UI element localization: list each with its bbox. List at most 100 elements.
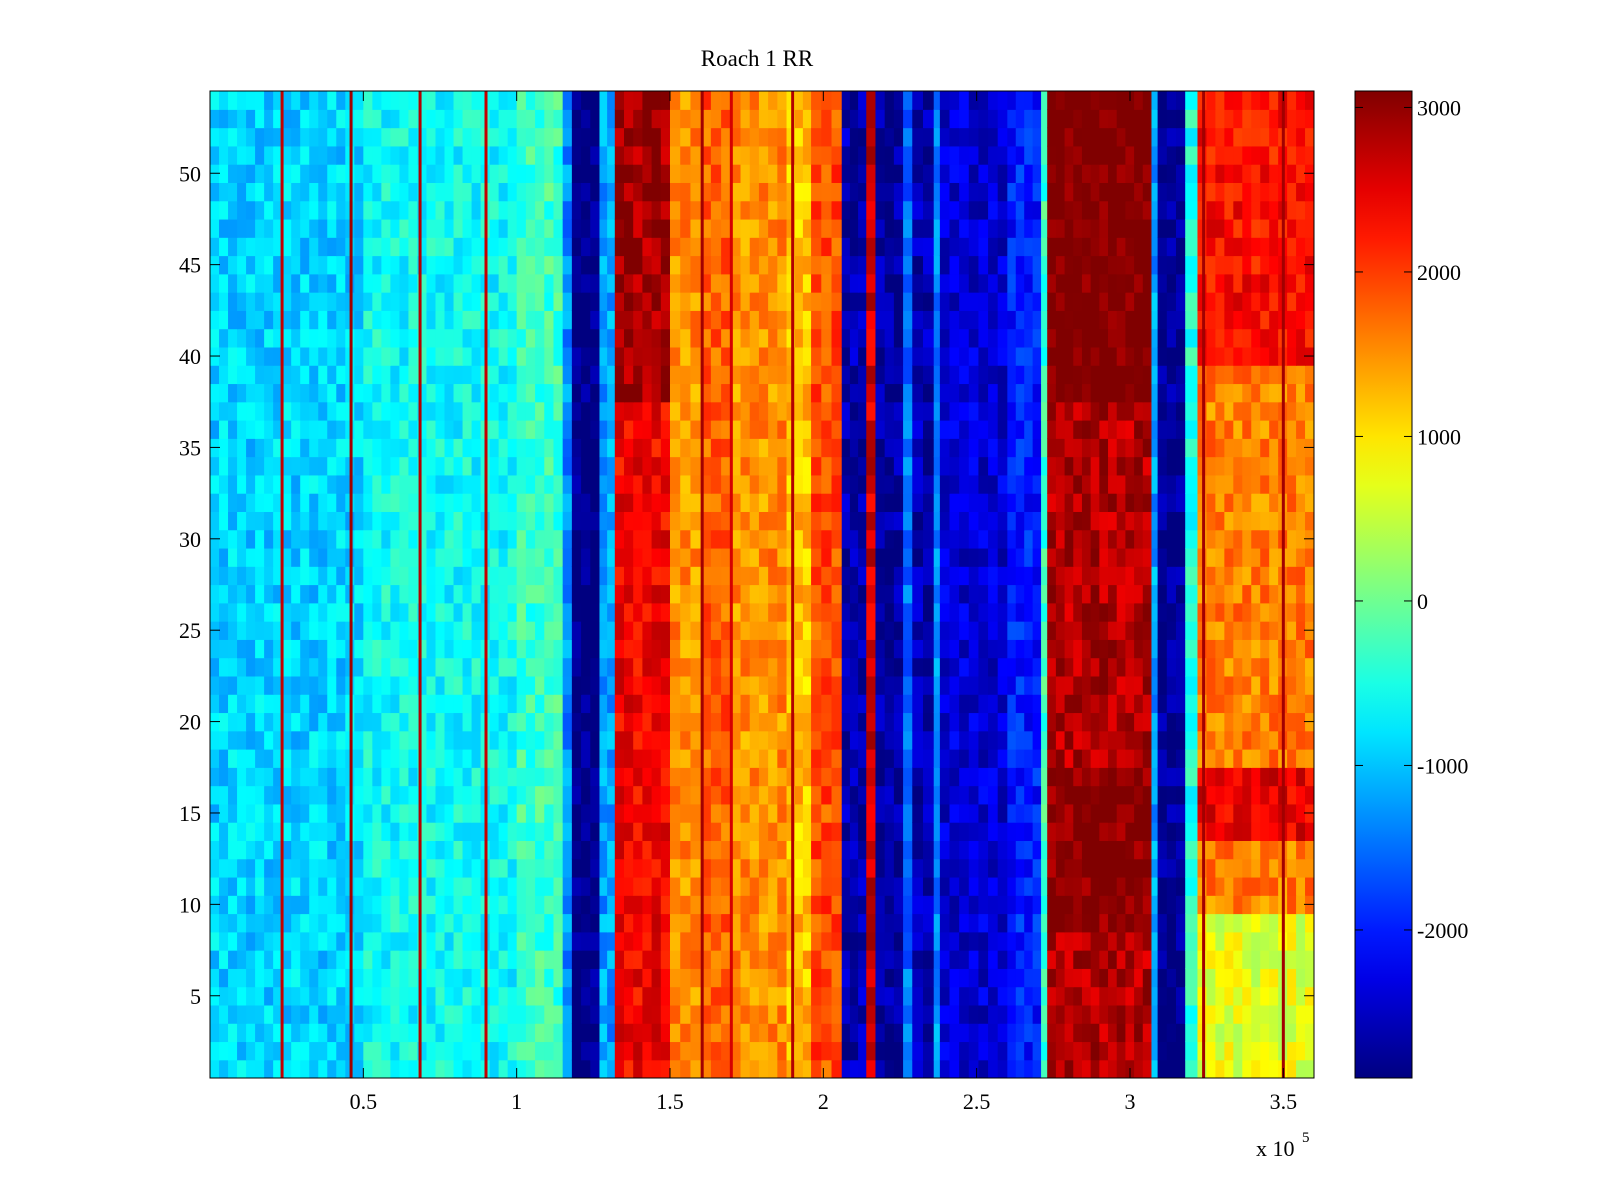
heatmap-cell (246, 749, 256, 768)
heatmap-cell (794, 694, 804, 714)
heatmap-cell (858, 803, 867, 823)
heatmap-cell (607, 127, 616, 147)
heatmap-cell (768, 529, 778, 549)
heatmap-cell (399, 255, 410, 275)
heatmap-cell (507, 639, 518, 659)
heatmap-cell (363, 474, 373, 494)
heatmap-cell (1024, 1004, 1034, 1024)
heatmap-cell (978, 127, 989, 147)
heatmap-cell (858, 383, 867, 403)
heatmap-cell (1024, 328, 1034, 348)
heatmap-cell (777, 1059, 788, 1078)
heatmap-cell (858, 931, 867, 951)
heatmap-cell (363, 694, 373, 714)
heatmap-cell (228, 858, 238, 878)
heatmap-cell (731, 145, 742, 165)
heatmap-cell (1041, 931, 1048, 951)
heatmap-cell (875, 621, 886, 640)
heatmap-cell (309, 1041, 319, 1061)
heatmap-cell (571, 456, 582, 476)
heatmap-cell (811, 986, 822, 1006)
heatmap-cell (462, 749, 473, 768)
heatmap-cell (327, 365, 337, 385)
heatmap-cell (884, 1023, 895, 1043)
heatmap-cell (978, 694, 989, 714)
heatmap-cell (590, 621, 601, 640)
heatmap-cell (336, 474, 346, 494)
heatmap-cell (489, 1004, 500, 1024)
heatmap-cell (327, 931, 337, 951)
heatmap-cell (590, 913, 601, 933)
heatmap-cell (777, 858, 788, 878)
heatmap-cell (831, 328, 843, 348)
heatmap-cell (949, 529, 960, 549)
heatmap-cell (327, 346, 337, 366)
heatmap-cell (1041, 749, 1048, 768)
heatmap-cell (318, 621, 328, 640)
heatmap-cell (651, 420, 662, 439)
heatmap-cell (210, 109, 220, 129)
heatmap-cell (237, 493, 247, 512)
heatmap-cell (933, 621, 941, 640)
heatmap-cell (978, 164, 989, 183)
heatmap-cell (670, 730, 681, 750)
heatmap-cell (219, 895, 229, 915)
heatmap-cell (1015, 712, 1025, 732)
heatmap-cell (282, 401, 292, 421)
heatmap-cell (553, 292, 564, 311)
heatmap-cell (740, 420, 751, 439)
heatmap-cell (642, 895, 653, 915)
heatmap-cell (802, 1023, 812, 1043)
heatmap-cell (462, 456, 473, 476)
heatmap-cell (372, 730, 382, 750)
heatmap-cell (1015, 858, 1025, 878)
heatmap-cell (893, 639, 904, 659)
heatmap-cell (670, 420, 681, 439)
heatmap-cell (498, 913, 509, 933)
heatmap-cell (453, 876, 464, 896)
heatmap-cell (700, 456, 712, 476)
heatmap-cell (1032, 803, 1042, 823)
heatmap-cell (884, 346, 895, 366)
heatmap-cell (219, 566, 229, 586)
heatmap-cell (903, 1023, 913, 1043)
heatmap-cell (426, 657, 437, 677)
heatmap-cell (949, 182, 960, 202)
heatmap-cell (680, 346, 692, 366)
heatmap-cell (988, 785, 999, 805)
heatmap-cell (680, 218, 692, 238)
heatmap-cell (968, 182, 980, 202)
heatmap-cell (1032, 383, 1042, 403)
heatmap-cell (1007, 493, 1017, 512)
heatmap-cell (354, 401, 364, 421)
heatmap-cell (642, 749, 653, 768)
heatmap-cell (255, 1041, 265, 1061)
heatmap-cell (525, 273, 536, 293)
heatmap-cell (516, 164, 527, 183)
heatmap-cell (1041, 91, 1048, 110)
heatmap-cell (700, 876, 712, 896)
heatmap-cell (336, 164, 346, 183)
heatmap-cell (923, 730, 935, 750)
heatmap-cell (1024, 1023, 1034, 1043)
heatmap-cell (949, 218, 960, 238)
heatmap-cell (680, 1041, 692, 1061)
heatmap-cell (372, 255, 382, 275)
heatmap-cell (849, 931, 859, 951)
heatmap-cell (912, 712, 924, 732)
heatmap-cell (471, 621, 482, 640)
heatmap-cell (300, 785, 310, 805)
heatmap-cell (228, 145, 238, 165)
heatmap-cell (831, 511, 843, 531)
heatmap-cell (633, 584, 643, 604)
heatmap-cell (399, 602, 410, 622)
heatmap-cell (462, 383, 473, 403)
heatmap-cell (988, 493, 999, 512)
heatmap-cell (408, 675, 419, 695)
heatmap-cell (444, 182, 455, 202)
heatmap-cell (237, 456, 247, 476)
heatmap-cell (571, 895, 582, 915)
heatmap-cell (599, 895, 608, 915)
heatmap-cell (700, 237, 712, 257)
heatmap-cell (408, 950, 419, 969)
